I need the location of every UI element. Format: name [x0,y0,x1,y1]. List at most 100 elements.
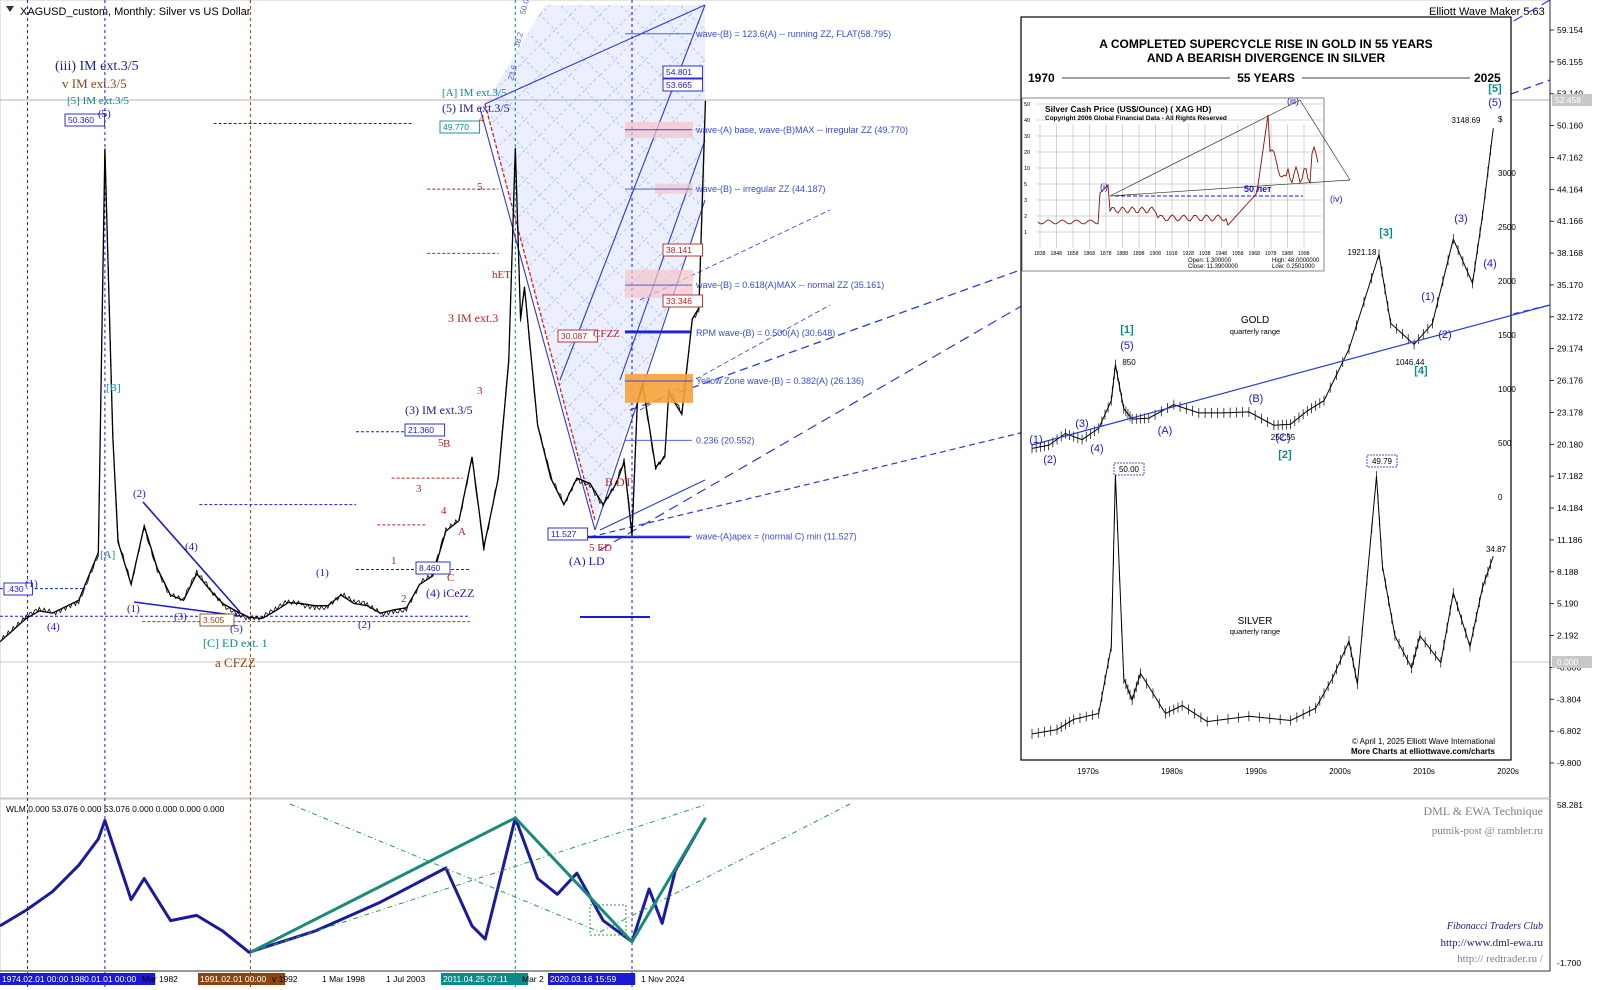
price-axis: 59.154 56.155 53.140 50.160 47.162 44.164 41.1… [1549,0,1592,798]
fan-ratio-label: 50.0 [518,0,531,16]
price-axis-label: 29.174 [1557,344,1583,354]
wave-mark: A [458,526,466,538]
inset-decade-label: 1980s [1161,767,1183,776]
gold-wave-label: (C) [1275,432,1290,444]
indicator-header: WLM 0.000 53.076 0.000 53.076 0.000 0.00… [6,804,225,814]
price-axis-label: 47.162 [1557,152,1583,162]
price-box [662,243,704,257]
price-axis-label: 11.186 [1557,535,1583,545]
time-axis-label: v 1992 [272,974,298,984]
wave-mark: (3) [174,611,187,623]
gold-wave-label: (4) [1090,443,1103,455]
mini-x-tick: 1868 [1084,251,1096,257]
inset-span: 55 YEARS [1237,71,1295,85]
mini-chart-frame [1021,97,1325,272]
price-box-label: 53.665 [666,80,692,90]
collapse-arrow-icon[interactable] [6,6,14,12]
time-axis-label: 2020.03.16 15:59 [550,974,616,984]
time-marker-tag [548,973,636,985]
wave-label: hET [492,269,511,281]
time-axis-label: 1 Jul 2003 [386,974,425,984]
gold-wave-label: (5) [1488,97,1501,109]
wave-label: CFZZ [593,328,620,340]
pitchfork-line [479,107,596,531]
price-box-label: .430 [7,584,24,594]
wave-mark: 5 [477,181,483,193]
gold-price-label: 1921.18 [1348,248,1377,257]
gold-wave-label: (3) [1075,418,1088,430]
fib-level-label: wave-(B) = 123.6(A) -- running ZZ, FLAT(… [695,29,891,39]
gold-price-label: 850 [1122,358,1136,367]
credit-dml-url[interactable]: http://www.dml-ewa.ru [1440,937,1543,949]
wave-label: [C] ED ext. 1 [203,636,268,650]
price-axis-label: 5.190 [1557,599,1579,609]
gold-wave-label: (4) [1483,258,1496,270]
fib-level-label: wave-(A)apex = (normal C) min (11.527) [695,531,857,541]
gold-wave-label: (B) [1249,393,1264,405]
price-axis-label: 14.184 [1557,503,1583,513]
wave-label: 3 IM ext.3 [448,311,498,325]
inset-axis-label: 1000 [1498,385,1516,394]
wave-label: B DT [605,475,633,489]
silver-price-box [1113,462,1145,476]
time-marker-tag [198,973,286,985]
gold-channel-line [1031,304,1551,446]
time-axis-label: 1 Mar 1998 [322,974,365,984]
wave-mark: 5 [438,437,444,449]
price-axis-label: -3.804 [1557,694,1581,704]
price-box-label: 54.801 [666,67,692,77]
wave-label: [A] [100,549,115,561]
wlm-guide [289,803,601,933]
mini-x-tick: 1848 [1051,251,1063,257]
wave-label: [B] [106,382,121,394]
time-marker-tag [441,973,529,985]
price-axis-label: 17.182 [1557,471,1583,481]
price-box [64,113,106,127]
gold-wave-label: (A) [1158,425,1173,437]
time-axis-label: 1991.02.01 00:00 [200,974,266,984]
gold-wave-label: (2) [1438,329,1451,341]
time-axis-label: Mar 1982 [142,974,178,984]
price-box [547,527,589,541]
wave-mark: (1) [316,567,329,579]
zero-tag [1552,656,1592,668]
price-box-label: 11.527 [551,529,577,539]
mini-x-tick: 1998 [1298,251,1310,257]
mini-y-tick: 30 [1024,134,1030,140]
wlm-trend-line [249,816,707,954]
wave-label: (iii) IM ext.3/5 [55,59,139,74]
price-axis-label: 23.178 [1557,407,1583,417]
inset-title-2: AND A BEARISH DIVERGENCE IN SILVER [1147,51,1386,65]
wave-mark: B [443,438,450,450]
price-axis-label: 26.176 [1557,376,1583,386]
mini-y-tick: 3 [1024,198,1027,204]
price-axis-label: 44.164 [1557,184,1583,194]
indicator-axis-max: 58.281 [1557,800,1583,810]
credit-redtrader-url[interactable]: http:// redtrader.ru / [1457,953,1544,965]
price-box [662,78,704,92]
symbol-title: XAGUSD_custom, Monthly: Silver vs US Dol… [20,6,251,18]
wave-mark: (1) [127,603,140,615]
mini-x-tick: 1928 [1183,251,1195,257]
pink-zone-mid [655,183,693,194]
inset-decade-label: 2010s [1413,767,1435,776]
wave-mark: (4) [185,541,198,553]
wave-mark: C [447,572,454,584]
gold-wave-label: (1) [1029,434,1042,446]
mini-x-tick: 1878 [1100,251,1112,257]
wave-label: a CFZZ [215,655,256,670]
pitchfork-line [484,4,706,105]
inset-decade-label: 2000s [1329,767,1351,776]
time-marker-tag [0,973,88,985]
inset-gold-silver-chart: A COMPLETED SUPERCYCLE RISE IN GOLD IN 5… [1020,16,1551,776]
price-axis-label: 8.188 [1557,567,1579,577]
price-box [439,120,481,134]
wave-label: (A) LD [569,554,605,568]
wave-mark: 2 [401,593,407,605]
fib-level-label: RPM wave-(B) = 0.500(A) (30.648) [696,328,835,338]
mini-x-tick: 1918 [1166,251,1178,257]
wave-label: 5 ED [589,542,612,554]
price-box-label: 21.360 [408,425,434,435]
wlm-box [589,904,627,936]
